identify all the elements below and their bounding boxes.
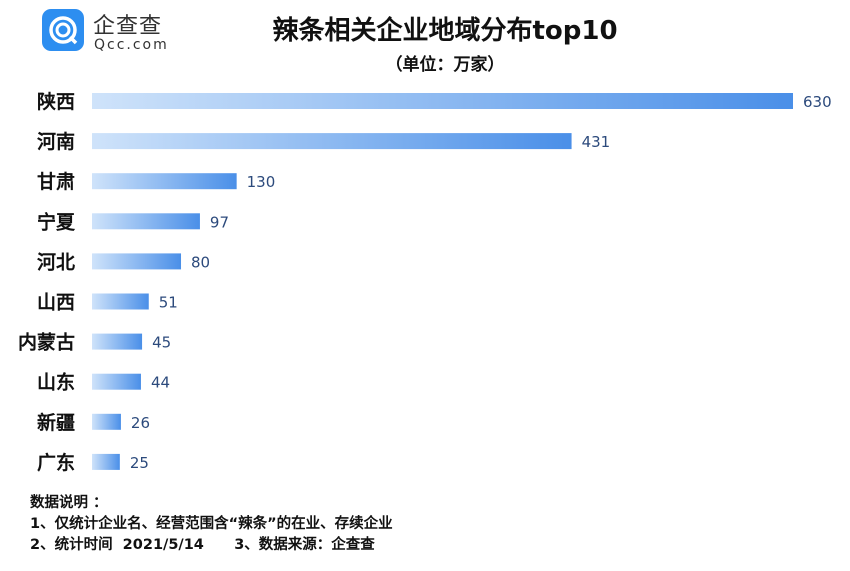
bar-1 [92, 133, 572, 150]
value-label: 44 [151, 374, 170, 392]
bar-8 [92, 413, 121, 430]
data-notes: 数据说明 ： 1、仅统计企业名、经营范围含“辣条”的在业、存续企业 2、统计时间… [30, 493, 393, 556]
category-label: 宁夏 [37, 210, 76, 233]
category-label: 广东 [37, 451, 75, 474]
value-label: 130 [247, 173, 276, 191]
category-label: 陕西 [37, 90, 75, 113]
bar-6 [92, 333, 143, 350]
notes-line-1: 1、仅统计企业名、经营范围含“辣条”的在业、存续企业 [30, 516, 393, 532]
bar-9 [92, 453, 120, 470]
category-label: 山东 [37, 371, 75, 394]
bar-4 [92, 253, 182, 270]
category-label: 山西 [37, 292, 75, 314]
category-label: 河北 [37, 251, 75, 273]
chart-subtitle: （单位：万家） [385, 55, 505, 75]
value-label: 431 [582, 133, 611, 151]
bar-3 [92, 213, 200, 230]
category-label: 河南 [37, 131, 75, 153]
category-label: 内蒙古 [18, 331, 75, 354]
notes-line-2: 2、统计时间 2021/5/14 3、数据来源：企查查 [30, 537, 375, 553]
value-label: 45 [152, 334, 171, 352]
category-label: 甘肃 [37, 170, 75, 193]
chart-title: 辣条相关企业地域分布top10 [272, 16, 618, 46]
value-label: 51 [159, 294, 178, 312]
notes-heading: 数据说明 ： [30, 495, 108, 511]
value-label: 26 [131, 414, 150, 432]
value-label: 80 [191, 253, 210, 271]
value-label: 97 [210, 213, 229, 231]
bar-5 [92, 293, 149, 310]
bar-2 [92, 173, 237, 190]
logo-domain: Qcc.com [94, 37, 169, 53]
value-label: 25 [130, 454, 149, 472]
qcc-logo-icon [42, 9, 84, 51]
bar-0 [92, 93, 793, 109]
bar-7 [92, 373, 141, 390]
logo-text: 企查查 [93, 14, 163, 39]
category-label: 新疆 [37, 411, 75, 434]
value-label: 630 [803, 93, 832, 111]
